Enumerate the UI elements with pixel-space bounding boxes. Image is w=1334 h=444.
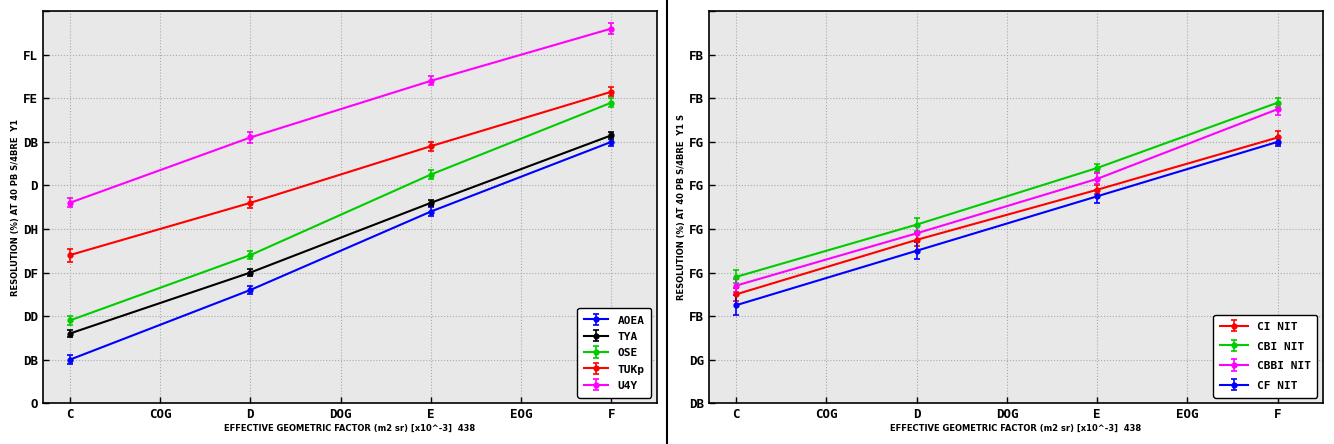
Y-axis label: RESOLUTION (%) AT 40 PB S/4BRE  Y1 S: RESOLUTION (%) AT 40 PB S/4BRE Y1 S [678, 114, 687, 300]
Legend: CI NIT, CBI NIT, CBBI NIT, CF NIT: CI NIT, CBI NIT, CBBI NIT, CF NIT [1214, 315, 1318, 398]
Y-axis label: RESOLUTION (%) AT 40 PB S/4BRE  Y1: RESOLUTION (%) AT 40 PB S/4BRE Y1 [11, 119, 20, 296]
Legend: AOEA, TYA, OSE, TUKp, U4Y: AOEA, TYA, OSE, TUKp, U4Y [578, 308, 651, 398]
X-axis label: EFFECTIVE GEOMETRIC FACTOR (m2 sr) [x10^-3]  438: EFFECTIVE GEOMETRIC FACTOR (m2 sr) [x10^… [224, 424, 475, 433]
X-axis label: EFFECTIVE GEOMETRIC FACTOR (m2 sr) [x10^-3]  438: EFFECTIVE GEOMETRIC FACTOR (m2 sr) [x10^… [890, 424, 1142, 433]
